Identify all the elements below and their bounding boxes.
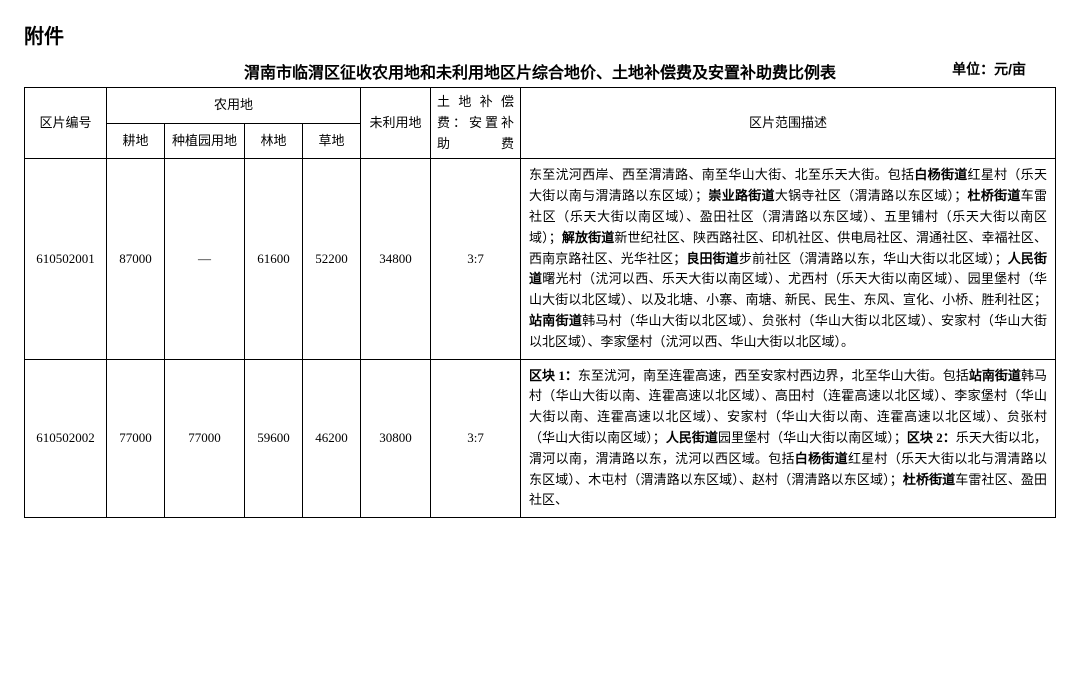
unused-cell: 30800 — [361, 359, 431, 518]
desc-span: 韩马村（华山大街以北区域）、贠张村（华山大街以北区域）、安家村（华山大街以北区域… — [529, 313, 1047, 349]
zhongzhi-cell: — — [165, 159, 245, 359]
col-zone-id: 区片编号 — [25, 88, 107, 159]
lindi-cell: 59600 — [245, 359, 303, 518]
land-price-table: 区片编号 农用地 未利用地 土地补偿费：安置补助费 区片范围描述 耕地 种植园用… — [24, 87, 1056, 518]
lindi-cell: 61600 — [245, 159, 303, 359]
col-ratio: 土地补偿费：安置补助费 — [431, 88, 521, 159]
desc-span: 东至沋河西岸、西至渭清路、南至华山大街、北至乐天大街。包括 — [529, 167, 914, 182]
desc-span: 东至沋河，南至连霍高速，西至安家村西边界，北至华山大街。包括 — [578, 368, 969, 383]
desc-span: 曙光村（沋河以西、乐天大街以南区域）、尤西村（乐天大街以南区域）、园里堡村（华山… — [529, 271, 1047, 307]
desc-bold-span: 杜桥街道 — [967, 188, 1020, 203]
table-row: 61050200187000—6160052200348003:7东至沋河西岸、… — [25, 159, 1056, 359]
col-caodi: 草地 — [303, 123, 361, 159]
gengdi-cell: 87000 — [107, 159, 165, 359]
desc-bold-span: 区块 2： — [907, 430, 956, 445]
title-row: 渭南市临渭区征收农用地和未利用地区片综合地价、土地补偿费及安置补助费比例表 单位… — [24, 59, 1056, 83]
col-zhongzhi: 种植园用地 — [165, 123, 245, 159]
desc-span: 步前社区（渭清路以东，华山大街以北区域）； — [739, 251, 1008, 266]
zone-id-cell: 610502002 — [25, 359, 107, 518]
desc-bold-span: 杜桥街道 — [903, 472, 956, 487]
desc-cell: 区块 1：东至沋河，南至连霍高速，西至安家村西边界，北至华山大街。包括站南街道韩… — [521, 359, 1056, 518]
table-row: 61050200277000770005960046200308003:7区块 … — [25, 359, 1056, 518]
desc-bold-span: 区块 1： — [529, 368, 578, 383]
gengdi-cell: 77000 — [107, 359, 165, 518]
desc-bold-span: 解放街道 — [562, 230, 615, 245]
desc-bold-span: 白杨街道 — [914, 167, 967, 182]
col-desc: 区片范围描述 — [521, 88, 1056, 159]
col-unused: 未利用地 — [361, 88, 431, 159]
unit-label: 单位：元/亩 — [952, 59, 1026, 79]
table-title: 渭南市临渭区征收农用地和未利用地区片综合地价、土地补偿费及安置补助费比例表 — [244, 59, 836, 83]
header-row-1: 区片编号 农用地 未利用地 土地补偿费：安置补助费 区片范围描述 — [25, 88, 1056, 124]
col-lindi: 林地 — [245, 123, 303, 159]
attachment-label: 附件 — [24, 20, 1056, 49]
unused-cell: 34800 — [361, 159, 431, 359]
desc-bold-span: 白杨街道 — [795, 451, 848, 466]
desc-bold-span: 良田街道 — [686, 251, 739, 266]
table-body: 61050200187000—6160052200348003:7东至沋河西岸、… — [25, 159, 1056, 518]
desc-bold-span: 人民街道 — [666, 430, 718, 445]
zone-id-cell: 610502001 — [25, 159, 107, 359]
desc-bold-span: 站南街道 — [969, 368, 1021, 383]
desc-span: 园里堡村（华山大街以南区域）； — [718, 430, 907, 445]
caodi-cell: 52200 — [303, 159, 361, 359]
col-farmland-group: 农用地 — [107, 88, 361, 124]
ratio-cell: 3:7 — [431, 359, 521, 518]
desc-span: 大锅寺社区（渭清路以东区域）； — [775, 188, 967, 203]
desc-cell: 东至沋河西岸、西至渭清路、南至华山大街、北至乐天大街。包括白杨街道红星村（乐天大… — [521, 159, 1056, 359]
desc-bold-span: 站南街道 — [529, 313, 582, 328]
col-gengdi: 耕地 — [107, 123, 165, 159]
ratio-cell: 3:7 — [431, 159, 521, 359]
zhongzhi-cell: 77000 — [165, 359, 245, 518]
caodi-cell: 46200 — [303, 359, 361, 518]
desc-bold-span: 崇业路街道 — [708, 188, 775, 203]
